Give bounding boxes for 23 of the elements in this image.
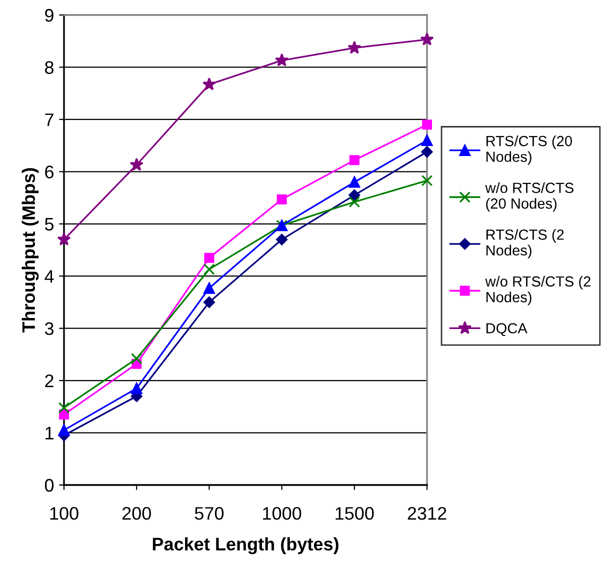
y-tick-label: 6 [45, 166, 54, 178]
y-tick-label: 7 [45, 114, 54, 126]
x-tick-label: 1000 [263, 507, 302, 520]
y-tick-label: 2 [45, 374, 54, 388]
y-tick-label: 0 [44, 478, 54, 492]
x-tick-label: 100 [50, 507, 78, 520]
y-tick-label: 3 [44, 322, 54, 336]
x-tick-label: 1500 [336, 507, 374, 520]
y-axis-title: Throughput (Mbps) [22, 168, 39, 333]
x-tick-label: 570 [194, 507, 224, 520]
legend-label: w/o RTS/CTS (2 Nodes) [485, 276, 590, 306]
y-tick-label: 5 [44, 218, 54, 231]
x-axis-title: Packet Length (bytes) [152, 537, 338, 554]
x-tick-label: 2312 [408, 507, 446, 520]
y-tick-label: 8 [45, 61, 54, 74]
legend-label: w/o RTS/CTS (20 Nodes) [485, 182, 574, 212]
y-tick-label: 4 [44, 270, 54, 283]
y-tick-label: 9 [45, 8, 54, 22]
x-tick-label: 200 [122, 507, 151, 520]
legend-label: DQCA [486, 323, 528, 336]
legend-label: RTS/CTS (20 Nodes) [486, 136, 572, 165]
legend-label: RTS/CTS (2 Nodes) [486, 229, 564, 258]
y-tick-label: 1 [46, 426, 54, 440]
